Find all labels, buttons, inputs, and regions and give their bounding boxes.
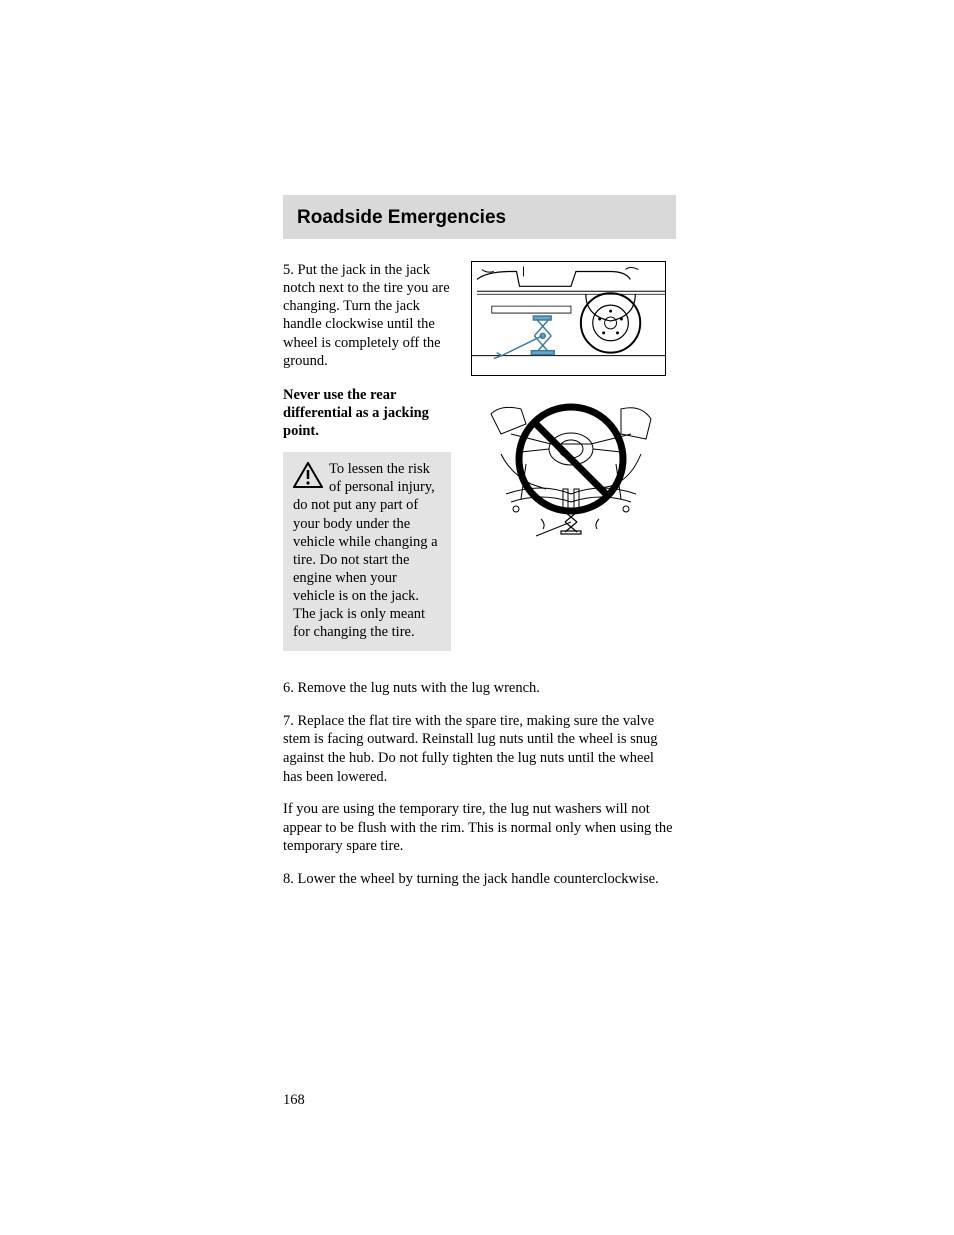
warning-bold-text: Never use the rear differential as a jac… [283, 386, 451, 440]
section-title: Roadside Emergencies [297, 207, 662, 229]
caution-box: To lessen the risk of personal injury, d… [283, 452, 451, 651]
manual-page: Roadside Emergencies 5. Put the jack in … [283, 195, 676, 902]
step-7-text: 7. Replace the flat tire with the spare … [283, 712, 676, 786]
figure-jack-placement [471, 261, 666, 376]
two-column-region: 5. Put the jack in the jack notch next t… [283, 261, 676, 651]
section-header-bar: Roadside Emergencies [283, 195, 676, 239]
temporary-tire-note: If you are using the temporary tire, the… [283, 800, 676, 856]
figure-differential-prohibited [471, 394, 666, 539]
step-8-text: 8. Lower the wheel by turning the jack h… [283, 870, 676, 889]
page-number: 168 [283, 1092, 305, 1109]
step-5-text: 5. Put the jack in the jack notch next t… [283, 261, 451, 370]
step-6-text: 6. Remove the lug nuts with the lug wren… [283, 679, 676, 698]
warning-triangle-icon [293, 462, 323, 494]
right-figure-column [471, 261, 676, 651]
left-text-column: 5. Put the jack in the jack notch next t… [283, 261, 451, 651]
